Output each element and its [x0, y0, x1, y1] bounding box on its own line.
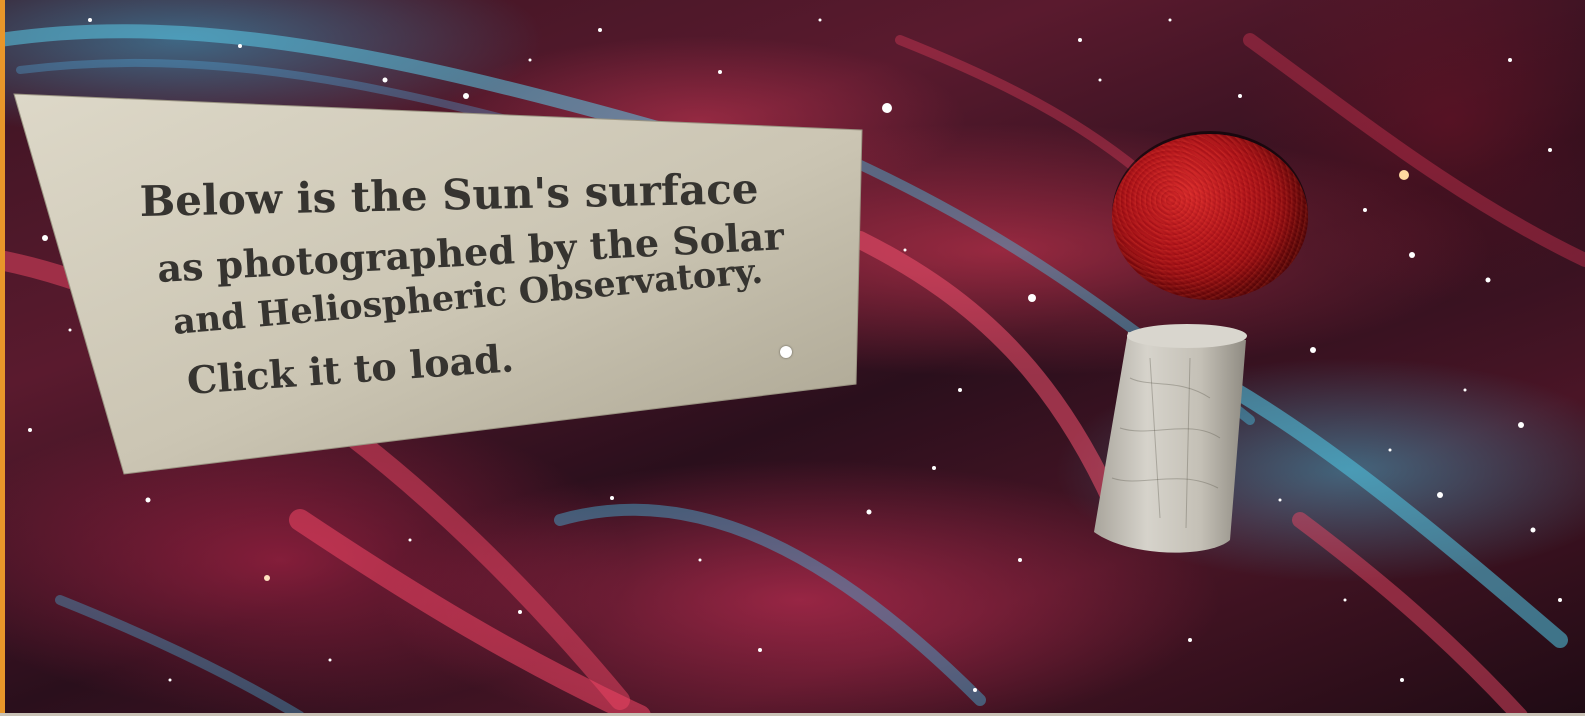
sun-sphere-icon[interactable]: [1112, 134, 1308, 300]
sign-face[interactable]: [13, 93, 863, 475]
sun-surface-texture: [1112, 134, 1308, 300]
frame-edge-bottom: [0, 713, 1585, 716]
frame-edge-left: [0, 0, 5, 716]
gaze-cursor-icon: [780, 346, 792, 358]
pedestal-cylinder-icon: [1094, 324, 1247, 553]
